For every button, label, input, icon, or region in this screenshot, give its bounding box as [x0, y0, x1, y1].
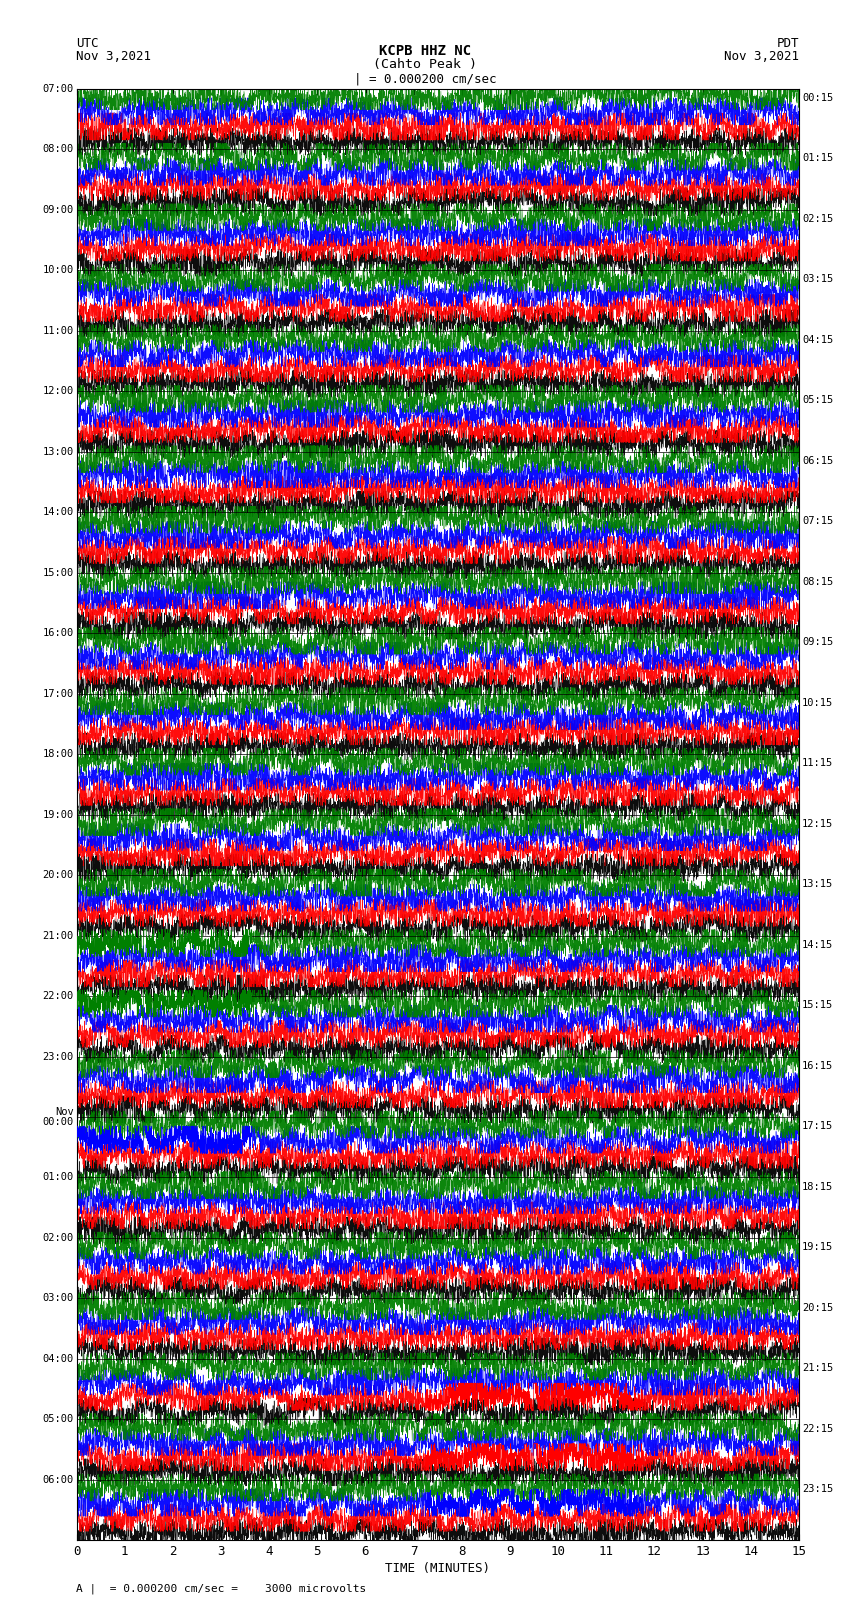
Text: 20:00: 20:00: [42, 869, 74, 881]
Text: 16:15: 16:15: [802, 1061, 833, 1071]
Text: 01:00: 01:00: [42, 1173, 74, 1182]
Text: 07:15: 07:15: [802, 516, 833, 526]
Text: (Cahto Peak ): (Cahto Peak ): [373, 58, 477, 71]
Text: 12:00: 12:00: [42, 386, 74, 397]
Text: UTC: UTC: [76, 37, 99, 50]
Text: 04:00: 04:00: [42, 1353, 74, 1365]
Text: 01:15: 01:15: [802, 153, 833, 163]
Text: 09:15: 09:15: [802, 637, 833, 647]
Text: 20:15: 20:15: [802, 1303, 833, 1313]
Text: 02:15: 02:15: [802, 215, 833, 224]
Text: 19:00: 19:00: [42, 810, 74, 819]
Text: 14:15: 14:15: [802, 940, 833, 950]
Text: 11:00: 11:00: [42, 326, 74, 336]
Text: 11:15: 11:15: [802, 758, 833, 768]
Text: 18:00: 18:00: [42, 748, 74, 760]
Text: 21:00: 21:00: [42, 931, 74, 940]
Text: 12:15: 12:15: [802, 819, 833, 829]
Text: 04:15: 04:15: [802, 336, 833, 345]
Text: 13:00: 13:00: [42, 447, 74, 456]
Text: 15:00: 15:00: [42, 568, 74, 577]
Text: 06:00: 06:00: [42, 1474, 74, 1486]
Text: 17:00: 17:00: [42, 689, 74, 698]
Text: 08:00: 08:00: [42, 144, 74, 155]
Text: 09:00: 09:00: [42, 205, 74, 215]
Text: 03:15: 03:15: [802, 274, 833, 284]
Text: 00:00: 00:00: [42, 1118, 74, 1127]
Text: 14:00: 14:00: [42, 506, 74, 518]
Text: PDT: PDT: [777, 37, 799, 50]
Text: | = 0.000200 cm/sec: | = 0.000200 cm/sec: [354, 73, 496, 85]
Text: 10:00: 10:00: [42, 265, 74, 276]
Text: 10:15: 10:15: [802, 698, 833, 708]
Text: 23:00: 23:00: [42, 1052, 74, 1061]
Text: 22:00: 22:00: [42, 990, 74, 1002]
Text: KCPB HHZ NC: KCPB HHZ NC: [379, 44, 471, 58]
Text: 18:15: 18:15: [802, 1182, 833, 1192]
Text: 15:15: 15:15: [802, 1000, 833, 1010]
Text: Nov 3,2021: Nov 3,2021: [724, 50, 799, 63]
Text: 19:15: 19:15: [802, 1242, 833, 1252]
X-axis label: TIME (MINUTES): TIME (MINUTES): [385, 1563, 490, 1576]
Text: 22:15: 22:15: [802, 1424, 833, 1434]
Text: 05:15: 05:15: [802, 395, 833, 405]
Text: 00:15: 00:15: [802, 94, 833, 103]
Text: 03:00: 03:00: [42, 1294, 74, 1303]
Text: 08:15: 08:15: [802, 577, 833, 587]
Text: Nov: Nov: [55, 1107, 74, 1118]
Text: 02:00: 02:00: [42, 1232, 74, 1244]
Text: A |  = 0.000200 cm/sec =    3000 microvolts: A | = 0.000200 cm/sec = 3000 microvolts: [76, 1582, 366, 1594]
Text: 17:15: 17:15: [802, 1121, 833, 1131]
Text: Nov 3,2021: Nov 3,2021: [76, 50, 151, 63]
Text: 05:00: 05:00: [42, 1415, 74, 1424]
Text: 21:15: 21:15: [802, 1363, 833, 1373]
Text: 13:15: 13:15: [802, 879, 833, 889]
Text: 07:00: 07:00: [42, 84, 74, 94]
Text: 16:00: 16:00: [42, 627, 74, 639]
Text: 06:15: 06:15: [802, 456, 833, 466]
Text: 23:15: 23:15: [802, 1484, 833, 1494]
